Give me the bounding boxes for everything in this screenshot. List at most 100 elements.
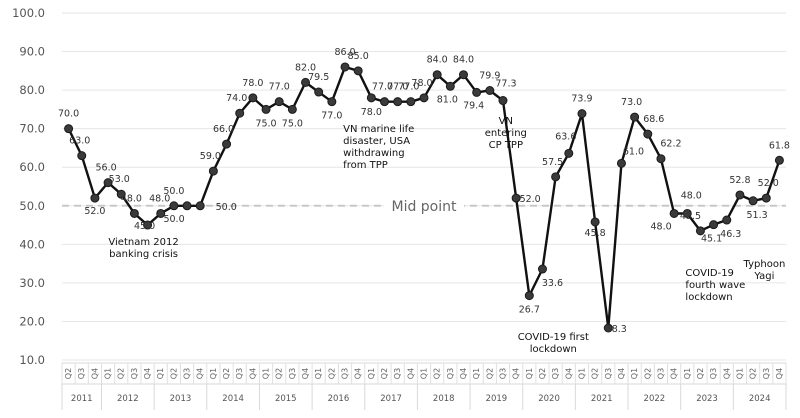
data-label: 33.6 — [542, 278, 563, 289]
data-label: 73.9 — [571, 94, 592, 105]
data-label: 70.0 — [58, 109, 79, 120]
data-label: 84.0 — [453, 55, 474, 66]
data-label: 18.3 — [606, 324, 627, 335]
data-label: 61.8 — [769, 140, 790, 151]
data-point — [287, 104, 297, 114]
quarter-tick-label: Q4 — [512, 368, 521, 379]
data-point — [458, 70, 468, 80]
data-label: 53.0 — [109, 174, 130, 185]
data-label: 48.0 — [651, 221, 672, 232]
data-label: 50.0 — [163, 186, 184, 197]
y-axis: 10.0 20.0 30.0 40.0 50.0 60.0 70.0 80.0 90.0 100.… — [12, 6, 45, 367]
quarter-tick-label: Q4 — [406, 368, 415, 379]
data-label: 77.3 — [495, 79, 516, 90]
year-tick-label: 2012 — [117, 394, 139, 404]
data-point — [630, 112, 640, 122]
data-label: 57.5 — [542, 157, 563, 168]
quarter-tick-label: Q3 — [288, 368, 297, 379]
data-point — [682, 208, 692, 218]
data-label: 61.0 — [623, 146, 644, 157]
data-label: 78.0 — [411, 78, 432, 89]
data-point — [129, 208, 139, 218]
quarter-tick-label: Q2 — [327, 368, 336, 379]
series — [64, 62, 784, 333]
data-label: 74.0 — [226, 93, 247, 104]
annotation-text: entering — [485, 128, 527, 139]
quarter-tick-label: Q4 — [196, 368, 205, 379]
data-point — [498, 96, 508, 106]
y-tick-label: 100.0 — [12, 6, 45, 20]
quarter-tick-label: Q2 — [117, 368, 126, 379]
data-point — [709, 220, 719, 230]
year-tick-label: 2021 — [591, 394, 613, 404]
data-label: 48.0 — [121, 193, 142, 204]
annotation-text: withdrawing — [343, 148, 404, 159]
quarter-tick-label: Q2 — [538, 368, 547, 379]
data-label: 51.3 — [747, 210, 768, 221]
annotation-text: disaster, USA — [343, 136, 410, 147]
quarter-tick-label: Q2 — [275, 368, 284, 379]
y-tick-label: 90.0 — [19, 45, 45, 59]
data-point — [222, 139, 232, 149]
annotation-text: banking crisis — [109, 249, 178, 260]
year-tick-label: 2013 — [170, 394, 192, 404]
quarter-tick-label: Q2 — [380, 368, 389, 379]
data-point — [669, 208, 679, 218]
data-point — [656, 154, 666, 164]
data-point — [616, 158, 626, 168]
quarter-tick-label: Q1 — [156, 368, 165, 379]
annotation-text: Vietnam 2012 — [108, 237, 178, 248]
annotation-text: Typhoon — [743, 259, 786, 270]
data-point — [537, 264, 547, 274]
quarter-tick-label: Q3 — [762, 368, 771, 379]
annotation-text: VN — [499, 116, 513, 127]
data-point — [551, 172, 561, 182]
mid-point-label: Mid point — [391, 199, 457, 215]
quarter-tick-label: Q3 — [77, 368, 86, 379]
data-label: 63.0 — [69, 136, 90, 147]
x-axis: Q2 Q3 Q4 Q1 Q2 Q3 Q4 Q1 Q2 Q3 Q4 Q1 Q2 Q3 Q4 Q1 Q2 Q3 Q4 Q1… — [61, 362, 787, 410]
quarter-tick-label: Q4 — [301, 368, 310, 379]
data-label: 77.0 — [398, 82, 419, 93]
data-label: 66.0 — [213, 124, 234, 135]
data-point — [90, 193, 100, 203]
data-point — [735, 190, 745, 200]
data-point — [64, 124, 74, 134]
year-tick-label: 2014 — [222, 394, 244, 404]
mid-point-label-bg — [384, 196, 464, 215]
data-point — [235, 108, 245, 118]
data-point — [603, 323, 613, 333]
y-tick-label: 20.0 — [19, 314, 45, 328]
data-label: 75.0 — [255, 118, 276, 129]
year-tick-label: 2023 — [696, 394, 718, 404]
quarter-tick-label: Q2 — [222, 368, 231, 379]
data-label: 68.6 — [643, 114, 664, 125]
data-point — [248, 93, 258, 103]
data-point — [419, 93, 429, 103]
y-tick-label: 40.0 — [19, 237, 45, 251]
data-point — [472, 87, 482, 97]
data-point — [445, 81, 455, 91]
data-label: 52.8 — [729, 175, 750, 186]
quarter-tick-label: Q4 — [354, 368, 363, 379]
data-point — [261, 104, 271, 114]
data-label: 46.3 — [720, 229, 741, 240]
data-label: 45.0 — [134, 221, 155, 232]
quarter-tick-label: Q3 — [498, 368, 507, 379]
data-point — [366, 93, 376, 103]
data-point — [524, 291, 534, 301]
data-label: 52.0 — [84, 206, 105, 217]
data-point — [511, 193, 521, 203]
quarter-tick-label: Q1 — [209, 368, 218, 379]
quarter-tick-label: Q2 — [169, 368, 178, 379]
data-point — [643, 129, 653, 139]
data-point — [590, 217, 600, 227]
data-label: 48.0 — [681, 190, 702, 201]
year-tick-label: 2011 — [71, 394, 93, 404]
y-tick-label: 70.0 — [19, 122, 45, 136]
quarter-tick-label: Q2 — [643, 368, 652, 379]
quarter-tick-label: Q4 — [143, 368, 152, 379]
quarter-tick-label: Q1 — [525, 368, 534, 379]
y-tick-label: 80.0 — [19, 83, 45, 97]
